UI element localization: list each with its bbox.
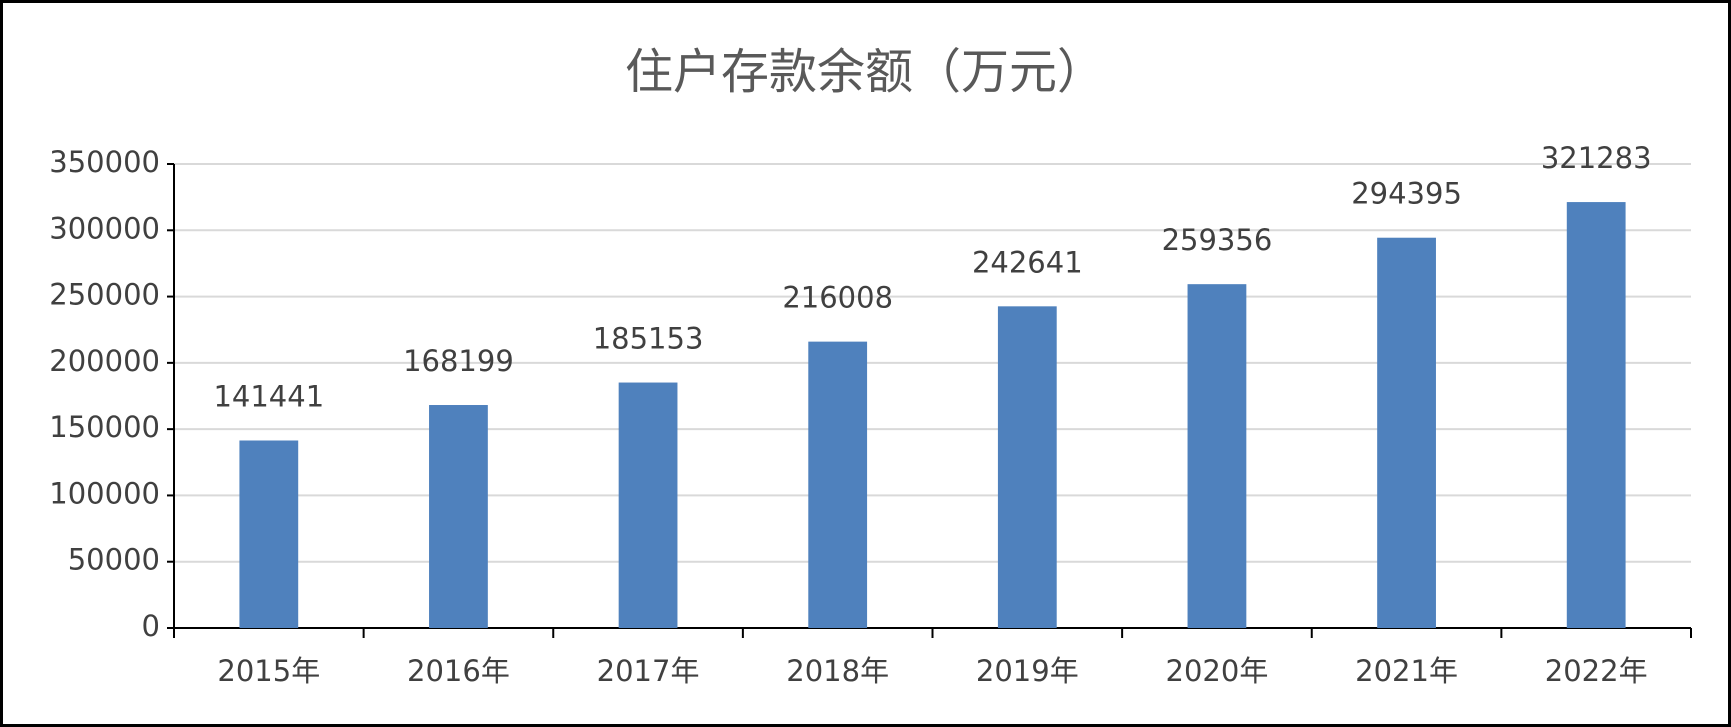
x-tick-label: 2017年: [597, 654, 700, 688]
y-tick-label: 200000: [49, 344, 160, 378]
y-tick-label: 150000: [49, 410, 160, 444]
y-tick-label: 0: [142, 609, 160, 643]
data-label: 168199: [403, 344, 514, 378]
bar: [239, 440, 299, 628]
y-tick-label: 100000: [49, 476, 160, 510]
x-tick-label: 2016年: [407, 654, 510, 688]
bar: [997, 306, 1057, 628]
y-tick-label: 50000: [68, 543, 160, 577]
x-tick-label: 2021年: [1355, 654, 1458, 688]
data-label: 216008: [782, 281, 893, 315]
y-tick-label: 250000: [49, 278, 160, 312]
bar: [429, 405, 488, 628]
x-tick-label: 2015年: [217, 654, 320, 688]
data-label: 259356: [1162, 223, 1273, 257]
data-label: 185153: [593, 322, 704, 356]
bar: [1377, 237, 1436, 628]
x-tick-label: 2022年: [1545, 654, 1648, 688]
bar: [808, 341, 868, 628]
data-label: 141441: [213, 379, 324, 413]
y-tick-label: 350000: [49, 145, 160, 179]
bar: [1566, 202, 1626, 628]
data-label: 294395: [1351, 177, 1462, 211]
y-tick-label: 300000: [49, 211, 160, 245]
data-label: 321283: [1541, 141, 1652, 175]
bar: [1187, 284, 1247, 628]
x-tick-label: 2019年: [976, 654, 1079, 688]
bar: [618, 382, 678, 628]
x-tick-label: 2020年: [1166, 654, 1269, 688]
chart-title: 住户存款余额（万元）: [625, 44, 1105, 100]
x-tick-label: 2018年: [786, 654, 889, 688]
data-label: 242641: [972, 245, 1083, 279]
